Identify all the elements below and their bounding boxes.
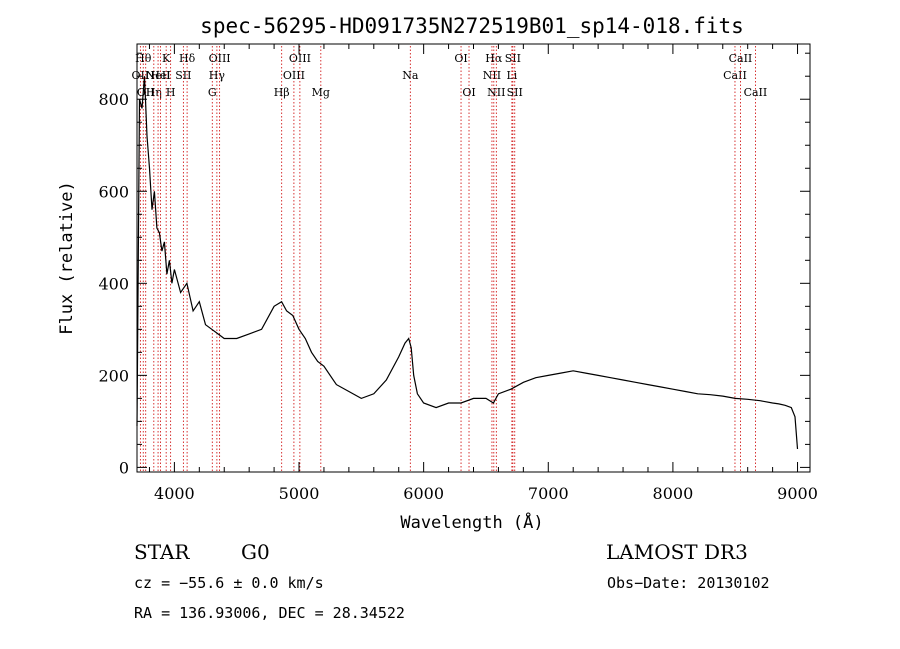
spectral-line-label: H	[166, 86, 176, 99]
redshift-cz: cz = −55.6 ± 0.0 km/s	[134, 574, 324, 592]
spectral-line-label: Mg	[312, 86, 330, 99]
spectral-line-label: G	[208, 86, 217, 99]
spectral-line-label: Hδ	[179, 52, 196, 65]
x-tick-label: 6000	[403, 484, 444, 503]
spectral-line-label: SII	[507, 86, 523, 99]
spectral-line-label: CaII	[723, 69, 747, 82]
spectral-line-label: NeII	[146, 69, 171, 82]
spectral-line-label: Hβ	[274, 86, 290, 99]
spectral-line-label: SII	[175, 69, 191, 82]
spectral-line-label: NII	[483, 69, 501, 82]
x-tick-label: 4000	[154, 484, 195, 503]
spectral-line-label: OIII	[209, 52, 231, 65]
spectral-line-label: SII	[505, 52, 521, 65]
axes: 4000 5000 6000 7000 8000 9000 0 200 400 600 800	[98, 44, 818, 503]
x-axis-label: Wavelength (Å)	[400, 511, 543, 533]
spectrum-chart: spec-56295-HD091735N272519B01_sp14-018.f…	[57, 14, 818, 533]
object-subclass: G0	[241, 540, 270, 564]
coordinates: RA = 136.93006, DEC = 28.34522	[134, 604, 405, 622]
x-tick-label: 9000	[777, 484, 818, 503]
spectral-line-label: Hα	[485, 52, 503, 65]
spectral-line-label: OIII	[283, 69, 305, 82]
y-tick-label: 400	[98, 274, 129, 293]
object-class: STAR	[134, 540, 190, 564]
chart-title: spec-56295-HD091735N272519B01_sp14-018.f…	[200, 14, 744, 38]
spectral-line-label: NII	[487, 86, 505, 99]
y-tick-label: 800	[98, 90, 129, 109]
x-tick-label: 5000	[279, 484, 320, 503]
spectral-line-label: K	[162, 52, 171, 65]
spectral-line-label: Hθ	[135, 52, 152, 65]
spectral-line-markers: OIIHθOIIHηNeIIHeIKHSIIHδGHγOIIIHβOIIIOII…	[132, 46, 768, 472]
spectral-line-label: OI	[462, 86, 475, 99]
observation-date: Obs−Date: 20130102	[607, 574, 770, 592]
spectral-line-label: Na	[402, 69, 419, 82]
y-tick-label: 0	[119, 458, 129, 477]
spectral-line-label: Li	[506, 69, 517, 82]
spectral-line-label: CaII	[729, 52, 753, 65]
survey-name: LAMOST DR3	[606, 540, 748, 564]
spectral-line-label: OIII	[289, 52, 311, 65]
plot-frame	[136, 43, 811, 473]
spectrum-line	[136, 76, 799, 450]
y-tick-label: 200	[98, 366, 129, 385]
spectral-line-label: OI	[454, 52, 467, 65]
x-tick-label: 7000	[528, 484, 569, 503]
x-tick-label: 8000	[653, 484, 694, 503]
spectral-line-label: HeI	[150, 69, 170, 82]
y-axis-label: Flux (relative)	[57, 181, 77, 335]
y-tick-label: 600	[98, 182, 129, 201]
spectral-line-label: Hγ	[209, 69, 226, 82]
spectral-line-label: CaII	[744, 86, 768, 99]
spectral-line-label: Hη	[146, 86, 162, 99]
